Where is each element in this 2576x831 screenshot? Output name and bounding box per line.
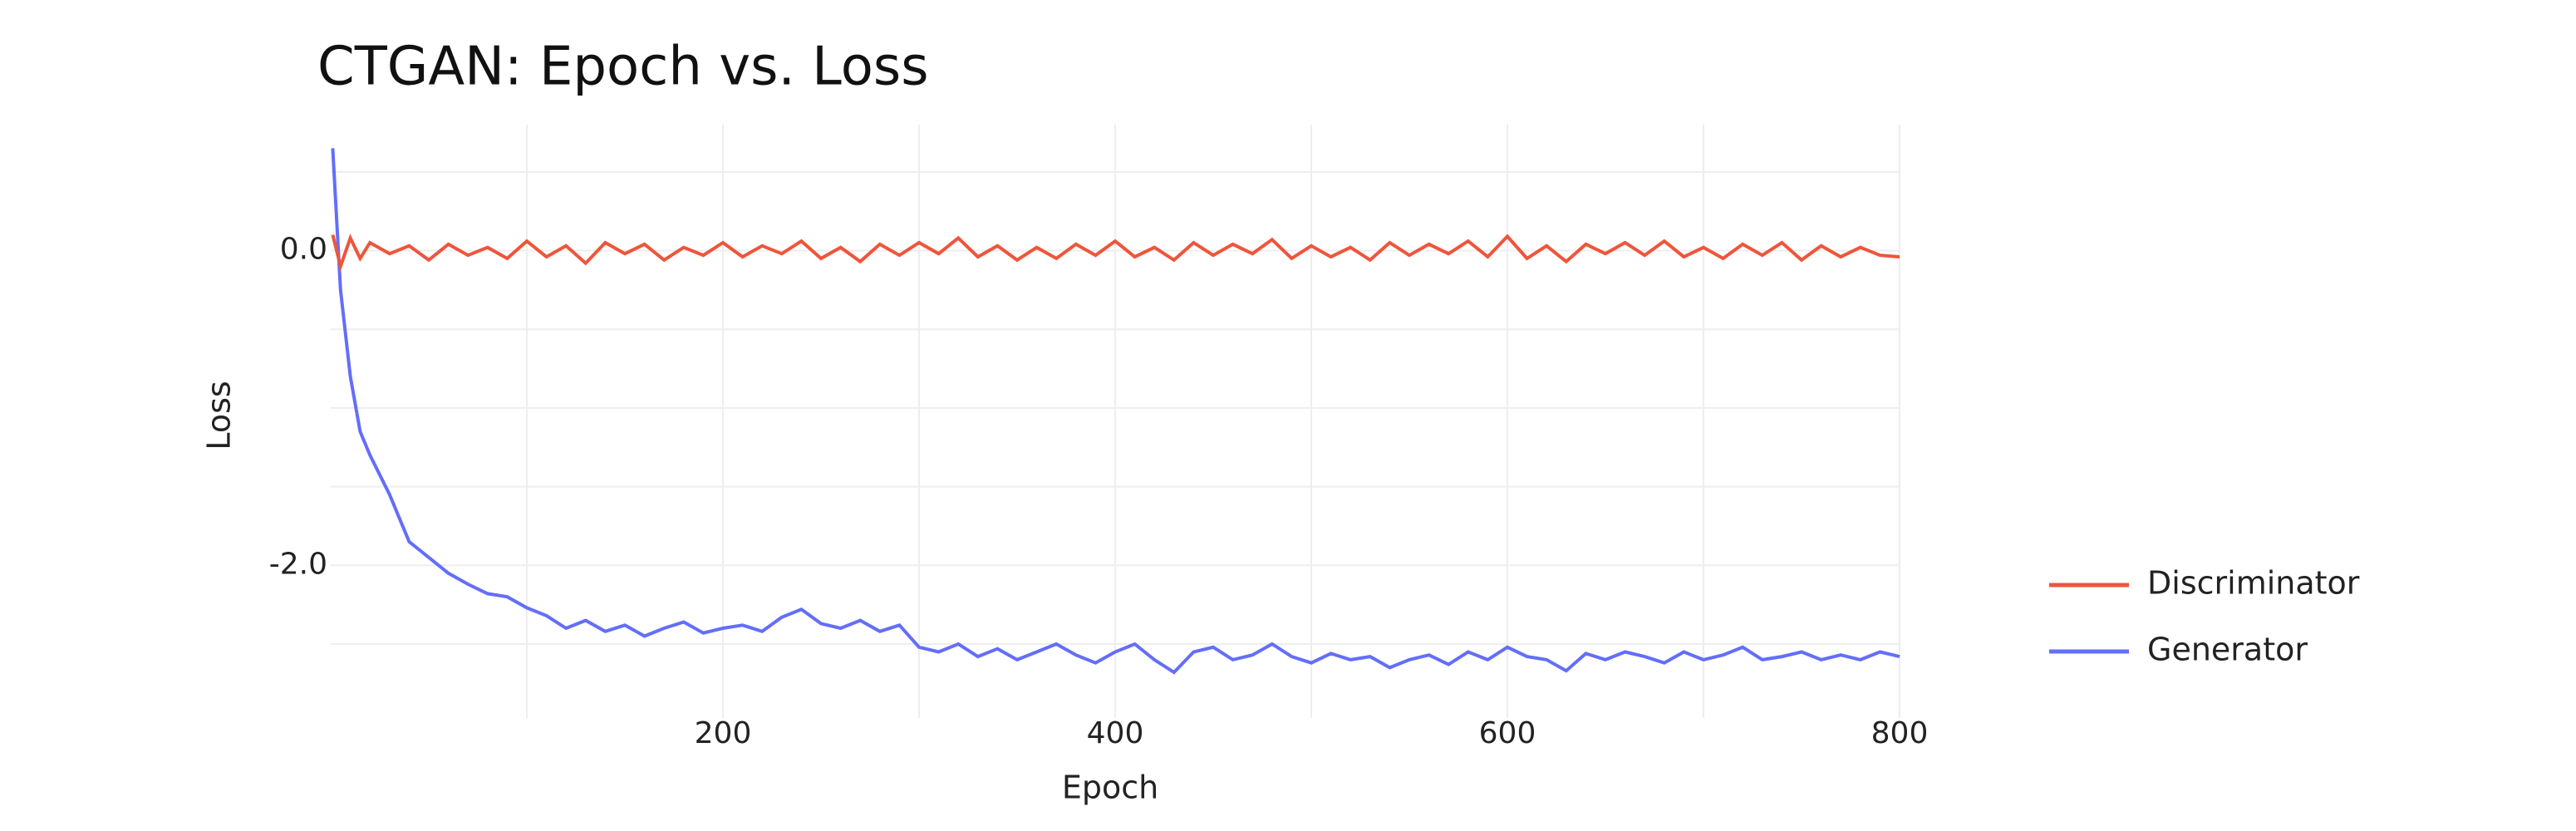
y-tick-label: -2.0 [269, 547, 327, 581]
plot-area [331, 148, 1900, 675]
x-tick-label: 600 [1479, 716, 1536, 750]
legend: Discriminator Generator [2049, 565, 2360, 668]
x-tick-label: 400 [1087, 716, 1144, 750]
x-tick-label: 200 [695, 716, 752, 750]
y-tick-label: 0.0 [280, 233, 327, 267]
chart-title: CTGAN: Epoch vs. Loss [317, 37, 929, 98]
series-line [331, 148, 1900, 675]
x-tick-label: 800 [1871, 716, 1929, 750]
legend-label: Generator [2147, 632, 2308, 668]
legend-label: Discriminator [2147, 565, 2360, 602]
y-axis-title: Loss [201, 381, 238, 450]
x-axis-title: Epoch [1062, 770, 1158, 806]
series-line [331, 234, 1900, 273]
